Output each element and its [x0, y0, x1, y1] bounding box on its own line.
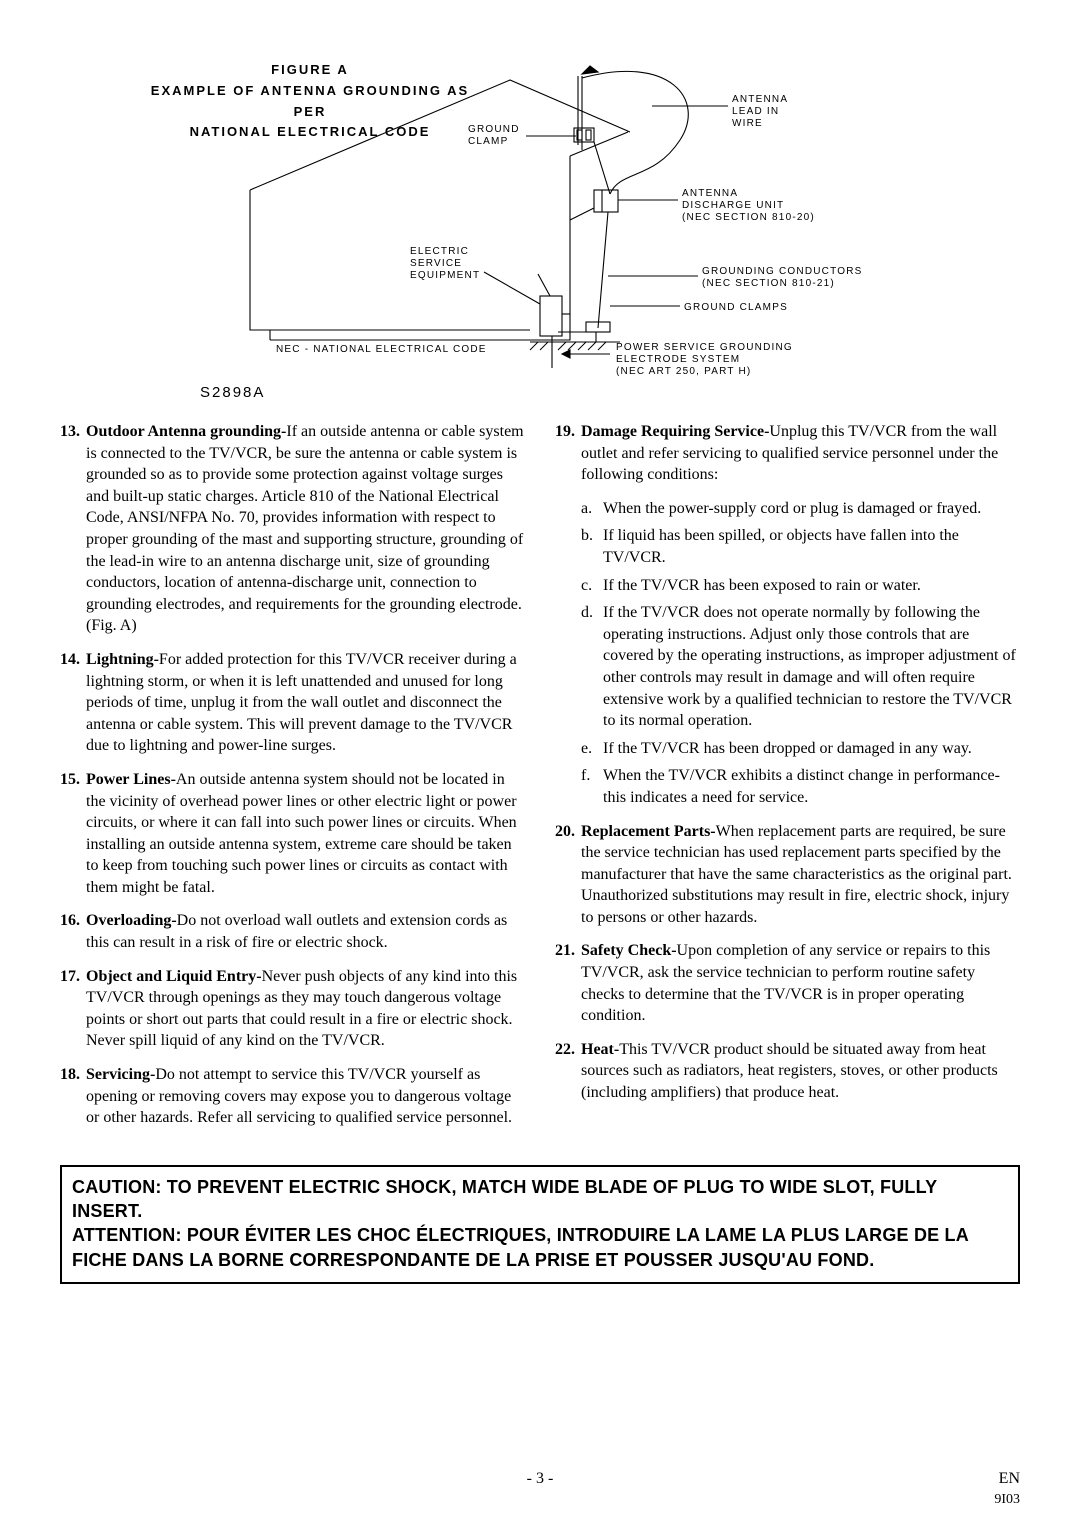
document-page: FIGURE A EXAMPLE OF ANTENNA GROUNDING AS… — [0, 0, 1080, 1526]
caution-english: CAUTION: TO PREVENT ELECTRIC SHOCK, MATC… — [72, 1175, 1008, 1224]
sub-letter: a. — [581, 498, 603, 520]
item-19: 19. Damage Requiring Service-Unplug this… — [555, 421, 1020, 486]
sub-text: When the TV/VCR exhibits a distinct chan… — [603, 765, 1020, 808]
sub-letter: e. — [581, 738, 603, 760]
item-lead: Lightning- — [86, 651, 159, 668]
item-number: 13. — [60, 421, 86, 443]
item-lead: Outdoor Antenna grounding- — [86, 423, 286, 440]
sub-text: If the TV/VCR has been dropped or damage… — [603, 738, 1020, 760]
item-number: 22. — [555, 1039, 581, 1061]
item-lead: Heat- — [581, 1041, 619, 1058]
page-footer: - 3 - EN — [60, 1470, 1020, 1488]
item-14: 14. Lightning-For added protection for t… — [60, 649, 525, 757]
label-power-service: POWER SERVICE GROUNDING ELECTRODE SYSTEM… — [616, 342, 797, 377]
item-21: 21. Safety Check-Upon completion of any … — [555, 940, 1020, 1026]
item-18: 18. Servicing-Do not attempt to service … — [60, 1064, 525, 1129]
sub-letter: d. — [581, 602, 603, 732]
item-number: 19. — [555, 421, 581, 443]
caution-french: ATTENTION: POUR ÉVITER LES CHOC ÉLECTRIQ… — [72, 1223, 1008, 1272]
item-13: 13. Outdoor Antenna grounding-If an outs… — [60, 421, 525, 637]
figure-title-line1: FIGURE A — [271, 62, 349, 77]
page-revision: 9I03 — [994, 1492, 1020, 1508]
sub-letter: f. — [581, 765, 603, 808]
sub-19e: e.If the TV/VCR has been dropped or dama… — [581, 738, 1020, 760]
item-number: 18. — [60, 1064, 86, 1086]
item-number: 16. — [60, 910, 86, 932]
item-lead: Servicing- — [86, 1066, 155, 1083]
item-15: 15. Power Lines-An outside antenna syste… — [60, 769, 525, 899]
item-lead: Overloading- — [86, 912, 177, 929]
label-ground-clamp: GROUND CLAMP — [468, 124, 524, 147]
sub-19d: d.If the TV/VCR does not operate normall… — [581, 602, 1020, 732]
item-lead: Replacement Parts- — [581, 823, 716, 840]
sub-letter: b. — [581, 525, 603, 568]
sub-text: If the TV/VCR does not operate normally … — [603, 602, 1020, 732]
sub-text: If liquid has been spilled, or objects h… — [603, 525, 1020, 568]
item-lead: Damage Requiring Service- — [581, 423, 769, 440]
label-ground-clamps: GROUND CLAMPS — [684, 302, 788, 313]
item-20: 20. Replacement Parts-When replacement p… — [555, 821, 1020, 929]
item-number: 15. — [60, 769, 86, 791]
item-text: An outside antenna system should not be … — [86, 771, 517, 896]
figure-code-id: S2898A — [200, 384, 930, 401]
item-22: 22. Heat-This TV/VCR product should be s… — [555, 1039, 1020, 1104]
item-16: 16. Overloading-Do not overload wall out… — [60, 910, 525, 953]
right-column: 19. Damage Requiring Service-Unplug this… — [555, 421, 1020, 1141]
figure-title-line2: EXAMPLE OF ANTENNA GROUNDING AS PER — [151, 83, 469, 119]
figure-a: FIGURE A EXAMPLE OF ANTENNA GROUNDING AS… — [150, 60, 930, 401]
item-number: 17. — [60, 966, 86, 988]
item-number: 14. — [60, 649, 86, 671]
sub-19a: a.When the power-supply cord or plug is … — [581, 498, 1020, 520]
label-antenna-discharge-unit: ANTENNA DISCHARGE UNIT (NEC SECTION 810-… — [682, 188, 815, 223]
sub-text: When the power-supply cord or plug is da… — [603, 498, 1020, 520]
item-number: 20. — [555, 821, 581, 843]
label-nec-full: NEC - NATIONAL ELECTRICAL CODE — [276, 344, 487, 355]
sub-19f: f.When the TV/VCR exhibits a distinct ch… — [581, 765, 1020, 808]
item-lead: Safety Check- — [581, 942, 677, 959]
label-grounding-conductors: GROUNDING CONDUCTORS (NEC SECTION 810-21… — [702, 266, 866, 289]
label-electric-service-equipment: ELECTRIC SERVICE EQUIPMENT — [410, 246, 480, 281]
sub-text: If the TV/VCR has been exposed to rain o… — [603, 575, 1020, 597]
item-17: 17. Object and Liquid Entry-Never push o… — [60, 966, 525, 1052]
figure-title: FIGURE A EXAMPLE OF ANTENNA GROUNDING AS… — [150, 60, 470, 143]
left-column: 13. Outdoor Antenna grounding-If an outs… — [60, 421, 525, 1141]
figure-title-line3: NATIONAL ELECTRICAL CODE — [190, 124, 431, 139]
instruction-columns: 13. Outdoor Antenna grounding-If an outs… — [60, 421, 1020, 1141]
page-number: - 3 - — [60, 1470, 1020, 1488]
item-number: 21. — [555, 940, 581, 962]
item-lead: Object and Liquid Entry- — [86, 968, 262, 985]
item-lead: Power Lines- — [86, 771, 176, 788]
page-language: EN — [999, 1470, 1020, 1488]
item-text: If an outside antenna or cable system is… — [86, 423, 524, 634]
sub-letter: c. — [581, 575, 603, 597]
sub-19b: b.If liquid has been spilled, or objects… — [581, 525, 1020, 568]
label-antenna-lead-in-wire: ANTENNA LEAD IN WIRE — [732, 94, 792, 129]
caution-box: CAUTION: TO PREVENT ELECTRIC SHOCK, MATC… — [60, 1165, 1020, 1284]
sub-19c: c.If the TV/VCR has been exposed to rain… — [581, 575, 1020, 597]
item-text: This TV/VCR product should be situated a… — [581, 1041, 998, 1101]
